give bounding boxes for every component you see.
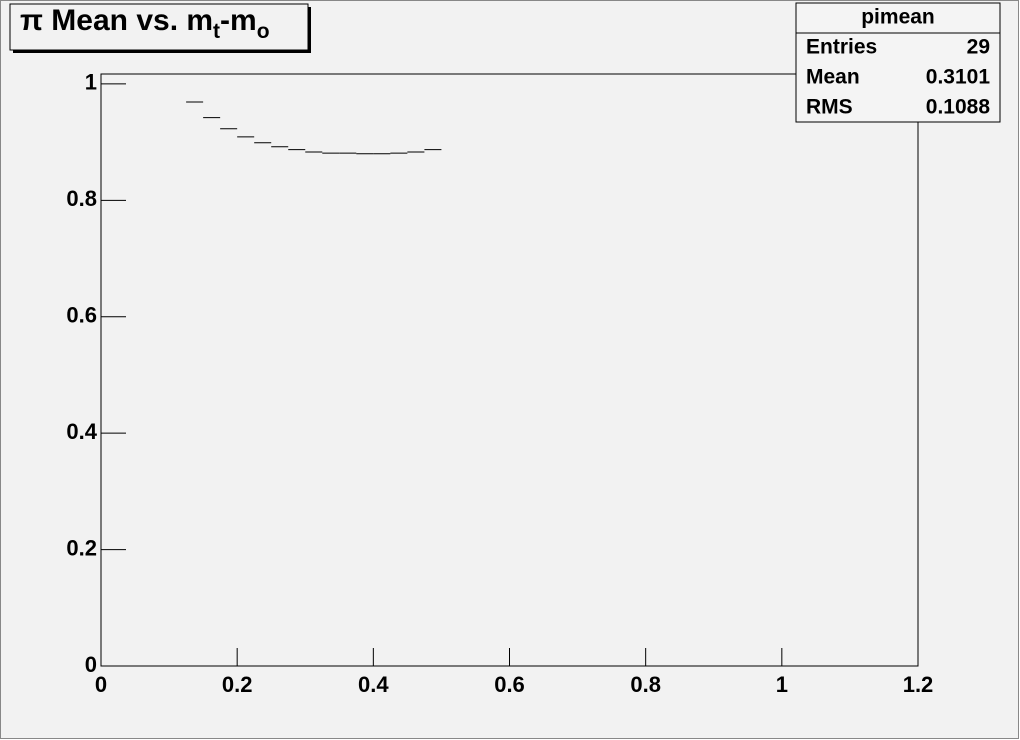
y-tick-label: 1 [85, 70, 97, 95]
x-tick-label: 0.8 [630, 672, 661, 697]
stats-title: pimean [861, 6, 935, 29]
title-part: π Mean vs. m [20, 4, 213, 37]
x-tick-label: 1.2 [903, 672, 934, 697]
x-tick-label: 1 [776, 672, 788, 697]
y-tick-label: 0.6 [66, 303, 97, 328]
title-sub: o [257, 20, 270, 43]
y-tick-label: 0 [85, 652, 97, 677]
stats-box [795, 2, 1001, 123]
chart-title: π Mean vs. mt-mo [20, 4, 270, 43]
y-tick-label: 0.2 [66, 535, 97, 560]
x-tick-label: 0.4 [358, 672, 389, 697]
stats-label: RMS [806, 96, 853, 119]
x-tick-label: 0.6 [494, 672, 525, 697]
x-tick-label: 0 [95, 672, 107, 697]
stats-value: 0.3101 [926, 66, 991, 89]
title-box [9, 3, 309, 51]
stats-value: 0.1088 [926, 96, 991, 119]
title-part: -m [220, 4, 257, 37]
y-tick-label: 0.8 [66, 186, 97, 211]
stats-value: 29 [967, 36, 990, 59]
x-tick-label: 0.2 [222, 672, 253, 697]
title-sub: t [213, 20, 220, 43]
y-tick-label: 0.4 [66, 419, 97, 444]
stats-label: Mean [806, 66, 860, 89]
stats-label: Entries [806, 36, 877, 59]
